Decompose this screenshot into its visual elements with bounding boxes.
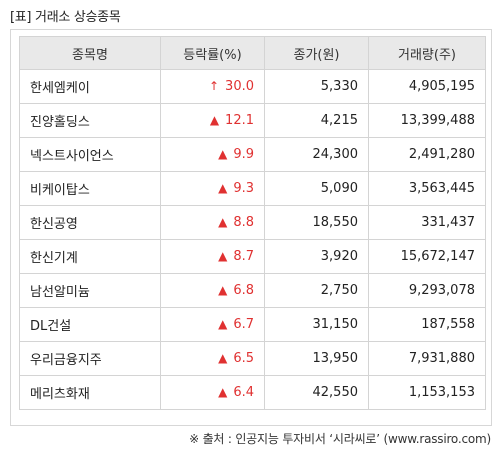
close-price: 5,330 — [264, 69, 369, 104]
up-arrow-icon: ↑ — [208, 79, 220, 93]
change-rate: 8.7 — [233, 249, 254, 264]
change-rate: 6.4 — [233, 385, 254, 400]
table-row: 넥스트사이언스 ▲ 9.9 24,300 2,491,280 — [19, 137, 486, 172]
table-row: 메리츠화재 ▲ 6.4 42,550 1,153,153 — [19, 375, 486, 410]
change-rate-cell: ▲ 6.5 — [160, 341, 265, 376]
table-header-row: 종목명 등락률(%) 종가(원) 거래량(주) — [19, 36, 486, 70]
close-price: 3,920 — [264, 239, 369, 274]
stock-name: 메리츠화재 — [19, 375, 161, 410]
table-row: 남선알미늄 ▲ 6.8 2,750 9,293,078 — [19, 273, 486, 308]
stock-name: 넥스트사이언스 — [19, 137, 161, 172]
table-row: 한신기계 ▲ 8.7 3,920 15,672,147 — [19, 239, 486, 274]
header-rate: 등락률(%) — [160, 36, 265, 70]
header-name: 종목명 — [19, 36, 161, 70]
close-price: 5,090 — [264, 171, 369, 206]
stock-name: DL건설 — [19, 307, 161, 342]
close-price: 13,950 — [264, 341, 369, 376]
close-price: 42,550 — [264, 375, 369, 410]
change-rate-cell: ↑ 30.0 — [160, 69, 265, 104]
up-arrow-icon: ▲ — [218, 317, 228, 331]
volume: 187,558 — [368, 307, 486, 342]
volume: 7,931,880 — [368, 341, 486, 376]
change-rate-cell: ▲ 6.8 — [160, 273, 265, 308]
stock-name: 한신공영 — [19, 205, 161, 240]
table-row: 한세엠케이 ↑ 30.0 5,330 4,905,195 — [19, 69, 486, 104]
change-rate: 6.8 — [233, 283, 254, 298]
stock-name: 우리금융지주 — [19, 341, 161, 376]
volume: 3,563,445 — [368, 171, 486, 206]
table-frame: 종목명 등락률(%) 종가(원) 거래량(주) 한세엠케이 ↑ 30.0 5,330 4… — [10, 29, 492, 426]
table-title: [표] 거래소 상승종목 — [10, 10, 121, 25]
close-price: 4,215 — [264, 103, 369, 138]
up-arrow-icon: ▲ — [218, 283, 228, 297]
header-close: 종가(원) — [264, 36, 369, 70]
up-arrow-icon: ▲ — [218, 249, 228, 263]
stock-name: 진양홀딩스 — [19, 103, 161, 138]
change-rate: 9.9 — [233, 147, 254, 162]
close-price: 31,150 — [264, 307, 369, 342]
close-price: 18,550 — [264, 205, 369, 240]
up-arrow-icon: ▲ — [218, 181, 228, 195]
change-rate-cell: ▲ 6.7 — [160, 307, 265, 342]
up-arrow-icon: ▲ — [218, 385, 228, 399]
table-row: 우리금융지주 ▲ 6.5 13,950 7,931,880 — [19, 341, 486, 376]
table-row: 진양홀딩스 ▲ 12.1 4,215 13,399,488 — [19, 103, 486, 138]
source-note: ※ 출처 : 인공지능 투자비서 ‘시라씨로’ (www.rassiro.com… — [189, 432, 491, 446]
volume: 9,293,078 — [368, 273, 486, 308]
change-rate-cell: ▲ 12.1 — [160, 103, 265, 138]
header-volume: 거래량(주) — [368, 36, 486, 70]
change-rate: 6.7 — [233, 317, 254, 332]
table-row: 한신공영 ▲ 8.8 18,550 331,437 — [19, 205, 486, 240]
change-rate: 8.8 — [233, 215, 254, 230]
change-rate-cell: ▲ 9.3 — [160, 171, 265, 206]
close-price: 2,750 — [264, 273, 369, 308]
change-rate: 30.0 — [225, 79, 254, 94]
table-row: 비케이탑스 ▲ 9.3 5,090 3,563,445 — [19, 171, 486, 206]
volume: 1,153,153 — [368, 375, 486, 410]
stock-name: 남선알미늄 — [19, 273, 161, 308]
up-arrow-icon: ▲ — [218, 215, 228, 229]
volume: 15,672,147 — [368, 239, 486, 274]
change-rate: 12.1 — [225, 113, 254, 128]
stock-name: 한신기계 — [19, 239, 161, 274]
volume: 331,437 — [368, 205, 486, 240]
change-rate-cell: ▲ 8.7 — [160, 239, 265, 274]
up-arrow-icon: ▲ — [218, 351, 228, 365]
change-rate: 6.5 — [233, 351, 254, 366]
change-rate-cell: ▲ 9.9 — [160, 137, 265, 172]
volume: 2,491,280 — [368, 137, 486, 172]
table-row: DL건설 ▲ 6.7 31,150 187,558 — [19, 307, 486, 342]
up-arrow-icon: ▲ — [218, 147, 228, 161]
volume: 13,399,488 — [368, 103, 486, 138]
change-rate: 9.3 — [233, 181, 254, 196]
up-arrow-icon: ▲ — [209, 113, 220, 127]
stock-table: 종목명 등락률(%) 종가(원) 거래량(주) 한세엠케이 ↑ 30.0 5,330 4… — [19, 36, 486, 410]
volume: 4,905,195 — [368, 69, 486, 104]
stock-name: 한세엠케이 — [19, 69, 161, 104]
change-rate-cell: ▲ 6.4 — [160, 375, 265, 410]
change-rate-cell: ▲ 8.8 — [160, 205, 265, 240]
stock-name: 비케이탑스 — [19, 171, 161, 206]
close-price: 24,300 — [264, 137, 369, 172]
